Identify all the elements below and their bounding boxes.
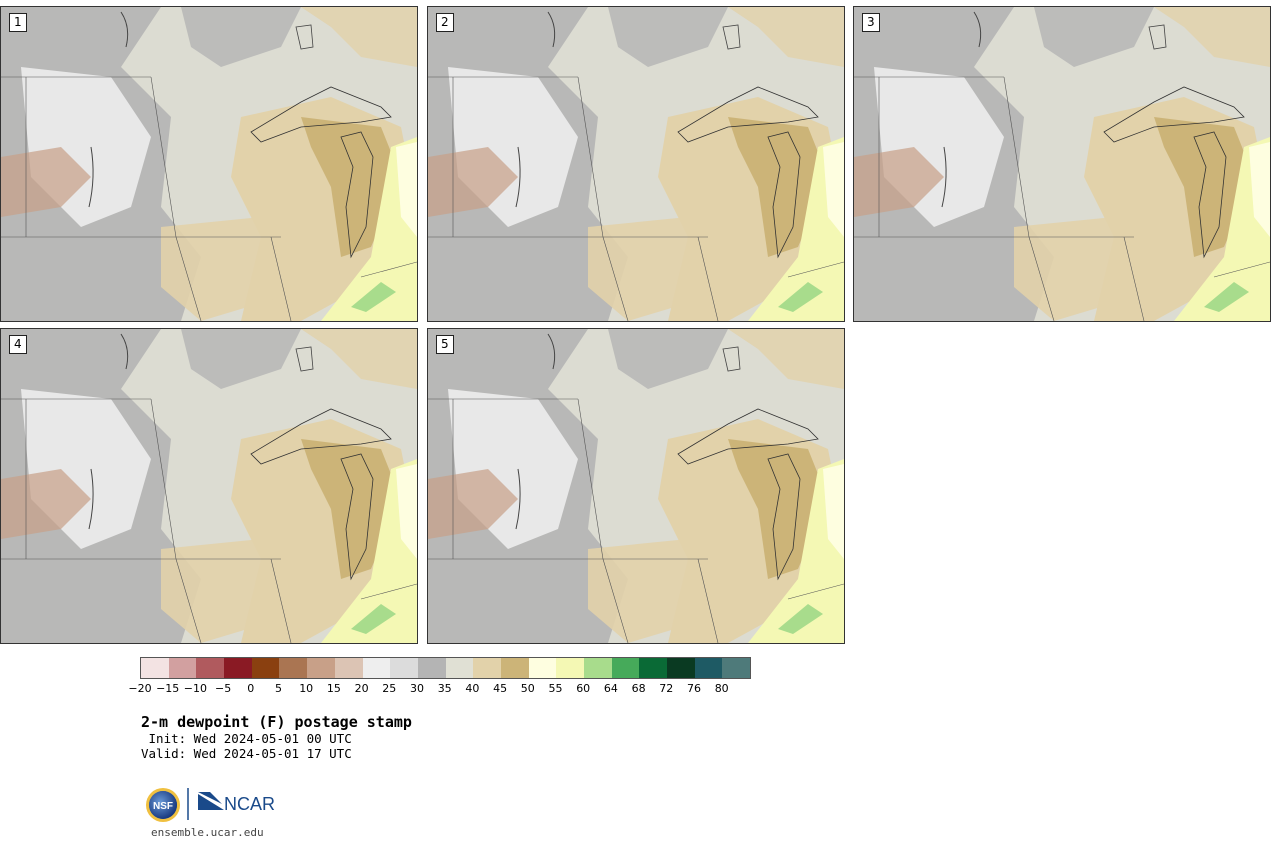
map-panel-5: 5 xyxy=(427,328,845,644)
colorbar-swatch xyxy=(611,658,640,678)
logos: NSF NCAR xyxy=(144,786,284,826)
colorbar-tick-label: 25 xyxy=(382,682,397,695)
colorbar-swatch xyxy=(251,658,280,678)
nsf-logo: NSF xyxy=(146,788,180,822)
panel-label: 3 xyxy=(862,13,880,32)
colorbar-tick-label: 15 xyxy=(326,682,341,695)
colorbar-swatch xyxy=(417,658,446,678)
panel-label: 4 xyxy=(9,335,27,354)
colorbar-tick-label: −20 xyxy=(128,682,152,695)
colorbar-tick-label: 20 xyxy=(354,682,369,695)
colorbar-tick-label: 68 xyxy=(631,682,646,695)
colorbar-tick-label: 55 xyxy=(548,682,563,695)
dewpoint-map-2 xyxy=(428,7,844,321)
site-url: ensemble.ucar.edu xyxy=(151,826,264,839)
ncar-logo: NCAR xyxy=(198,792,275,814)
colorbar-tick-label: −5 xyxy=(214,682,232,695)
colorbar-swatch xyxy=(722,658,751,678)
nsf-logo-text: NSF xyxy=(153,801,173,812)
colorbar-tick-label: 76 xyxy=(687,682,701,695)
dewpoint-map-4 xyxy=(1,329,417,643)
colorbar-swatch xyxy=(334,658,363,678)
colorbar-tick-label: 10 xyxy=(299,682,314,695)
colorbar-tick-label: 64 xyxy=(603,682,618,695)
map-panel-1: 1 xyxy=(0,6,418,322)
colorbar-tick-label: 40 xyxy=(465,682,480,695)
colorbar-swatch xyxy=(556,658,584,678)
dewpoint-map-3 xyxy=(854,7,1270,321)
colorbar-swatch xyxy=(168,658,197,678)
panel-label: 5 xyxy=(436,335,454,354)
map-panel-4: 4 xyxy=(0,328,418,644)
colorbar-swatch xyxy=(445,658,474,678)
colorbar-swatch xyxy=(500,658,529,678)
map-panel-3: 3 xyxy=(853,6,1271,322)
colorbar-tick-label: 5 xyxy=(275,682,282,695)
colorbar-swatch xyxy=(667,658,695,678)
valid-time: Valid: Wed 2024-05-01 17 UTC xyxy=(141,746,352,761)
colorbar-swatch xyxy=(639,658,668,678)
colorbar-tick-label: 72 xyxy=(659,682,674,695)
map-panel-2: 2 xyxy=(427,6,845,322)
panel-label: 1 xyxy=(9,13,27,32)
colorbar-tick-label: 30 xyxy=(410,682,424,695)
colorbar-swatch xyxy=(307,658,335,678)
colorbar-swatch xyxy=(224,658,252,678)
colorbar-tick-label: 80 xyxy=(714,682,729,695)
colorbar-swatch xyxy=(279,658,308,678)
colorbar-tick-label: 60 xyxy=(576,682,591,695)
colorbar-tick-label: −10 xyxy=(183,682,207,695)
colorbar-ticks: −20 −15 −10 −5 0 5 10 15 20 25 30 35 40 45 50 55 60 64 68 7… xyxy=(128,682,780,696)
colorbar-swatch xyxy=(473,658,501,678)
colorbar-swatch xyxy=(141,658,169,678)
panel-label: 2 xyxy=(436,13,454,32)
colorbar-swatch xyxy=(694,658,723,678)
dewpoint-map-1 xyxy=(1,7,417,321)
colorbar-tick-label: 45 xyxy=(493,682,508,695)
colorbar xyxy=(140,657,752,679)
colorbar-tick-label: 50 xyxy=(520,682,535,695)
colorbar-swatch xyxy=(362,658,391,678)
init-time: Init: Wed 2024-05-01 00 UTC xyxy=(141,731,352,746)
colorbar-swatch xyxy=(528,658,557,678)
colorbar-swatch xyxy=(390,658,418,678)
colorbar-tick-label: 0 xyxy=(247,682,255,695)
dewpoint-map-5 xyxy=(428,329,844,643)
colorbar-tick-label: −15 xyxy=(156,682,180,695)
chart-title: 2-m dewpoint (F) postage stamp xyxy=(141,713,412,731)
colorbar-swatch xyxy=(196,658,225,678)
colorbar-tick-label: 35 xyxy=(437,682,452,695)
colorbar-swatch xyxy=(584,658,612,678)
ncar-logo-text: NCAR xyxy=(224,794,275,814)
